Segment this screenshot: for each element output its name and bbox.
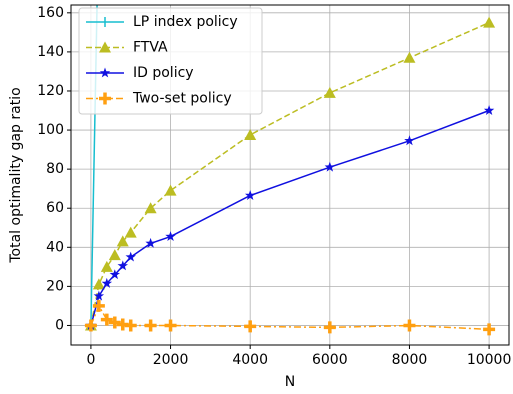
legend-label: LP index policy bbox=[133, 14, 238, 30]
marker bbox=[144, 319, 157, 332]
marker bbox=[101, 277, 113, 288]
marker bbox=[99, 41, 111, 53]
marker bbox=[109, 269, 120, 280]
marker bbox=[483, 105, 495, 115]
x-tick-label: 2000 bbox=[153, 352, 189, 368]
y-tick-label: 100 bbox=[37, 122, 64, 138]
marker bbox=[404, 135, 415, 146]
legend-label: FTVA bbox=[133, 40, 168, 56]
marker bbox=[100, 313, 113, 326]
marker bbox=[92, 278, 105, 290]
marker bbox=[125, 251, 136, 262]
marker bbox=[245, 190, 256, 200]
marker bbox=[99, 67, 111, 78]
x-axis-label: N bbox=[285, 374, 295, 390]
legend-label: Two-set policy bbox=[132, 91, 232, 107]
marker bbox=[483, 16, 496, 28]
marker bbox=[244, 128, 257, 140]
marker bbox=[483, 323, 496, 336]
legend-label: ID policy bbox=[133, 65, 194, 81]
y-tick-label: 40 bbox=[46, 239, 64, 255]
x-tick-label: 10000 bbox=[467, 352, 512, 368]
marker bbox=[403, 51, 416, 63]
marker bbox=[84, 319, 97, 332]
marker bbox=[124, 226, 137, 238]
y-tick-label: 20 bbox=[46, 278, 64, 294]
marker bbox=[124, 319, 137, 332]
series-line bbox=[90, 5, 98, 326]
y-tick-label: 80 bbox=[46, 161, 64, 177]
marker bbox=[92, 299, 105, 312]
x-tick-label: 0 bbox=[86, 352, 95, 368]
marker bbox=[116, 235, 129, 247]
marker bbox=[144, 202, 157, 214]
y-tick-label: 120 bbox=[37, 83, 64, 99]
x-tick-label: 4000 bbox=[232, 352, 268, 368]
marker bbox=[164, 184, 177, 196]
plot-frame bbox=[70, 4, 510, 346]
x-tick-label: 6000 bbox=[312, 352, 348, 368]
marker bbox=[403, 319, 416, 332]
marker bbox=[164, 319, 177, 332]
series-line bbox=[90, 109, 490, 326]
y-tick-label: 60 bbox=[46, 200, 64, 216]
marker bbox=[323, 86, 336, 98]
y-axis-label: Total optimality gap ratio bbox=[8, 87, 24, 263]
marker bbox=[323, 321, 336, 334]
marker bbox=[145, 237, 156, 248]
marker bbox=[324, 161, 335, 172]
legend-box bbox=[78, 7, 263, 115]
marker bbox=[117, 260, 128, 271]
marker bbox=[165, 231, 176, 241]
y-tick-label: 160 bbox=[37, 5, 64, 21]
marker bbox=[93, 290, 105, 301]
marker bbox=[99, 92, 111, 105]
marker bbox=[108, 249, 121, 261]
marker bbox=[100, 260, 113, 272]
y-tick-label: 0 bbox=[55, 317, 64, 333]
y-tick-label: 140 bbox=[37, 44, 64, 60]
marker bbox=[108, 316, 121, 329]
x-tick-label: 8000 bbox=[392, 352, 428, 368]
marker bbox=[244, 320, 257, 333]
